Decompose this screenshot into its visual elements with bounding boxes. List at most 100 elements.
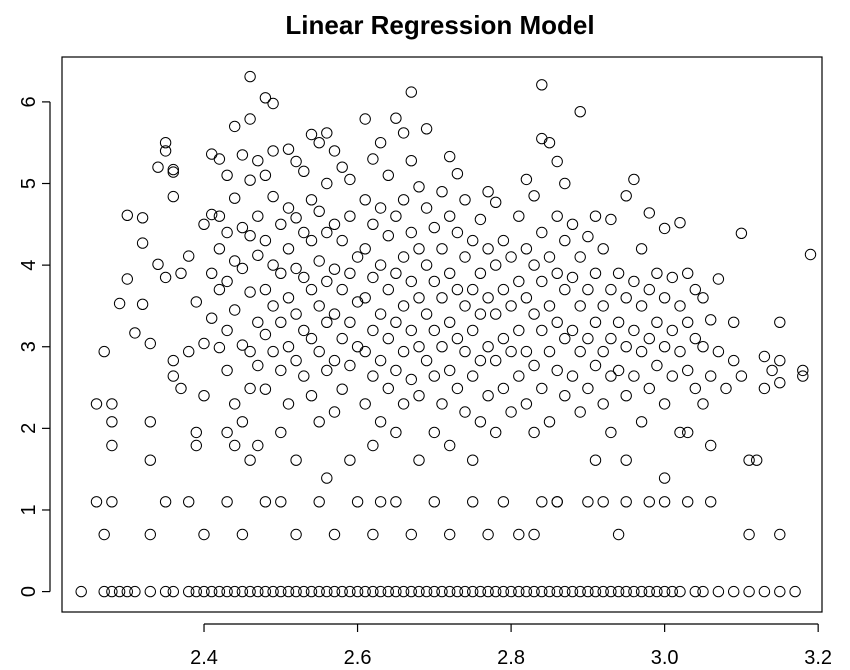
data-point — [290, 155, 302, 168]
data-point — [597, 496, 609, 508]
data-point — [382, 332, 394, 345]
data-point — [397, 398, 410, 410]
data-point — [605, 370, 617, 382]
data-point — [359, 113, 371, 125]
data-point — [305, 234, 318, 247]
data-point — [382, 230, 394, 242]
data-point — [658, 222, 671, 235]
data-point — [612, 364, 625, 377]
data-point — [513, 324, 525, 337]
data-point — [236, 221, 249, 234]
data-point — [367, 218, 379, 231]
data-point — [190, 426, 203, 439]
data-point — [382, 585, 394, 598]
data-point — [190, 296, 203, 308]
data-point — [413, 585, 425, 598]
data-point — [728, 316, 740, 328]
y-axis: 0 1 2 3 4 5 6 — [18, 96, 51, 597]
data-point — [597, 300, 609, 312]
data-point — [536, 132, 548, 145]
data-point — [213, 243, 226, 255]
data-point — [405, 324, 417, 337]
data-point — [106, 439, 118, 452]
data-point — [159, 137, 172, 149]
data-point — [290, 262, 302, 275]
data-point — [359, 194, 371, 206]
data-point — [505, 345, 517, 358]
data-point — [635, 585, 648, 598]
data-point — [628, 324, 640, 337]
data-point — [490, 426, 502, 439]
data-point — [221, 585, 233, 598]
data-point — [390, 112, 402, 124]
data-point — [90, 496, 103, 508]
data-point — [674, 426, 686, 439]
data-point — [282, 243, 295, 255]
data-point — [582, 496, 594, 508]
data-point — [682, 316, 694, 328]
data-point — [359, 585, 371, 598]
data-point — [252, 316, 264, 328]
data-point — [313, 585, 325, 598]
data-point — [267, 145, 279, 157]
data-point — [298, 324, 310, 337]
data-point — [651, 585, 663, 598]
data-point — [620, 496, 632, 508]
data-point — [313, 205, 325, 218]
data-point — [206, 585, 218, 598]
data-point — [206, 208, 218, 221]
data-point — [428, 496, 440, 508]
data-point — [259, 585, 272, 598]
data-point — [221, 275, 233, 288]
data-point — [313, 255, 325, 267]
y-tick-label: 1 — [18, 504, 40, 515]
data-point — [482, 292, 494, 304]
y-tick-label: 5 — [18, 178, 40, 189]
data-point — [797, 364, 809, 377]
data-point — [290, 528, 302, 541]
data-point — [658, 585, 671, 598]
data-point — [459, 406, 471, 418]
data-point — [367, 585, 379, 598]
data-point — [420, 308, 433, 320]
data-point — [229, 192, 241, 204]
data-point — [367, 324, 379, 337]
data-point — [198, 528, 210, 541]
data-point — [628, 173, 640, 186]
data-point — [536, 324, 548, 337]
data-point — [390, 364, 402, 377]
data-point — [536, 275, 548, 288]
data-point — [651, 267, 663, 279]
data-point — [336, 161, 348, 173]
data-point — [206, 148, 218, 160]
data-point — [674, 345, 686, 358]
data-point — [589, 316, 602, 328]
data-point — [497, 382, 510, 395]
data-point — [490, 354, 502, 367]
data-point — [175, 382, 187, 395]
data-point — [697, 398, 709, 410]
data-point — [612, 585, 625, 598]
data-point — [374, 202, 387, 214]
data-point — [490, 308, 502, 320]
data-point — [252, 155, 264, 167]
data-point — [321, 316, 333, 328]
data-point — [705, 496, 717, 508]
data-point — [505, 406, 517, 418]
data-point — [106, 585, 118, 598]
data-point — [313, 300, 325, 312]
data-point — [229, 304, 241, 316]
data-point — [305, 283, 318, 296]
data-point — [497, 332, 510, 345]
data-point — [597, 243, 609, 255]
data-point — [351, 296, 364, 308]
data-point — [213, 210, 226, 222]
data-point — [413, 390, 425, 402]
data-point — [766, 364, 778, 377]
data-point — [267, 300, 279, 312]
data-point — [574, 345, 586, 358]
data-point — [728, 354, 740, 367]
data-point — [374, 585, 387, 598]
data-point — [551, 155, 563, 168]
data-point — [705, 370, 717, 382]
